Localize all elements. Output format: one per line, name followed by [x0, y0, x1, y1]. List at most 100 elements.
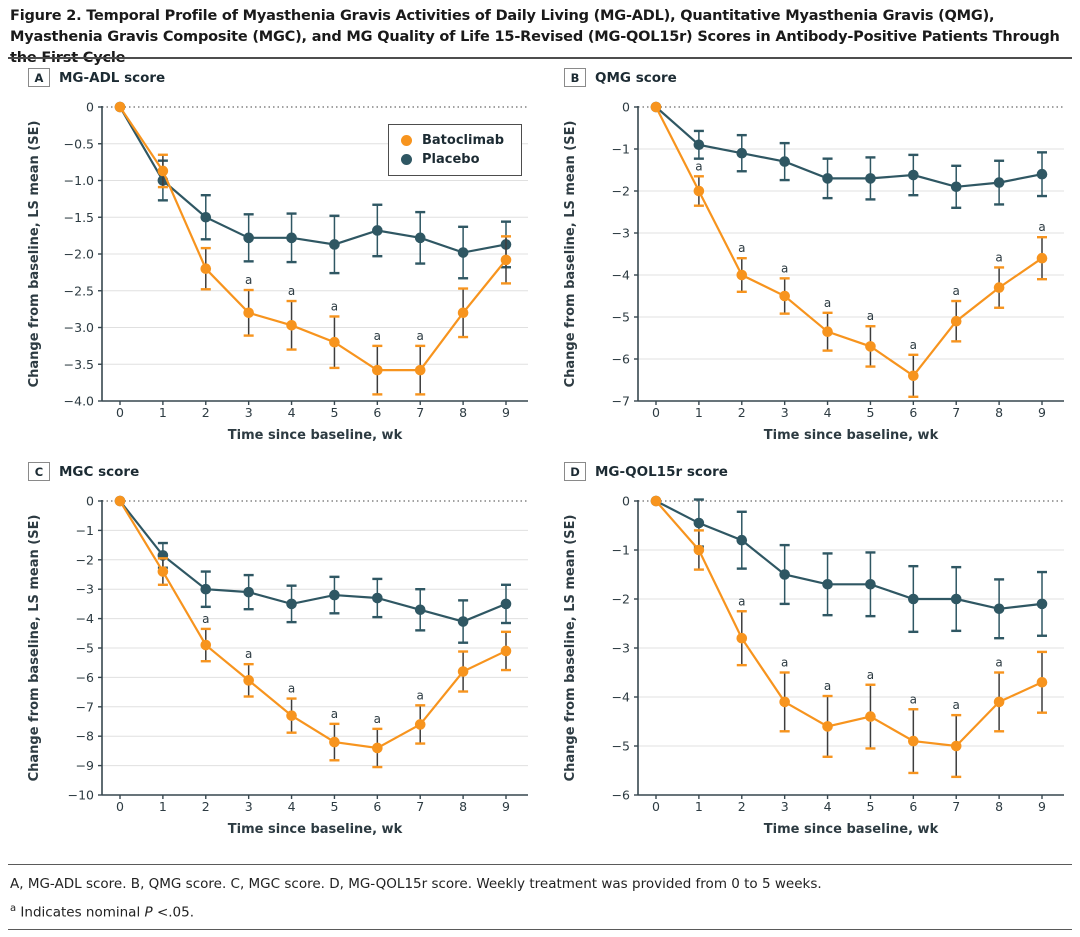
svg-text:4: 4 [824, 799, 832, 814]
svg-text:3: 3 [245, 799, 253, 814]
svg-text:a: a [695, 159, 702, 173]
svg-text:2: 2 [202, 405, 210, 420]
svg-text:−2: −2 [76, 552, 94, 567]
svg-text:−8: −8 [76, 729, 94, 744]
svg-text:a: a [331, 707, 338, 721]
svg-text:a: a [995, 250, 1002, 264]
svg-text:6: 6 [909, 799, 917, 814]
panel-c-header: C MGC score [28, 462, 139, 481]
svg-text:0: 0 [622, 494, 630, 509]
placebo-dot-icon [401, 154, 412, 165]
svg-text:3: 3 [245, 405, 253, 420]
svg-text:−2.5: −2.5 [64, 283, 94, 298]
svg-text:0: 0 [652, 799, 660, 814]
legend-label-batoclimab: Batoclimab [422, 133, 505, 148]
panel-c: C MGC score 0 −1 −2 −3 −4 −5 −6 −7 −8 −9 −10 0 1 2 3 4 5… [14, 458, 536, 850]
svg-text:a: a [288, 682, 295, 696]
svg-text:Change from baseline, LS mean: Change from baseline, LS mean (SE) [27, 515, 42, 782]
svg-text:a: a [867, 668, 874, 682]
svg-text:−6: −6 [612, 352, 630, 367]
svg-text:a: a [824, 296, 831, 310]
svg-text:−2: −2 [612, 592, 630, 607]
svg-text:8: 8 [459, 799, 467, 814]
svg-text:0: 0 [116, 405, 124, 420]
svg-text:2: 2 [738, 799, 746, 814]
svg-text:Change from baseline, LS mean: Change from baseline, LS mean (SE) [563, 515, 578, 782]
svg-text:7: 7 [952, 799, 960, 814]
svg-text:8: 8 [995, 405, 1003, 420]
svg-text:a: a [331, 299, 338, 313]
svg-text:a: a [1038, 220, 1045, 234]
svg-text:a: a [824, 679, 831, 693]
svg-text:−4.0: −4.0 [64, 394, 94, 409]
svg-text:a: a [288, 284, 295, 298]
svg-text:Change from baseline, LS mean: Change from baseline, LS mean (SE) [563, 121, 578, 388]
svg-text:−3.5: −3.5 [64, 357, 94, 372]
svg-text:−4: −4 [612, 268, 630, 283]
svg-text:6: 6 [373, 799, 381, 814]
batoclimab-dot-icon [401, 135, 412, 146]
svg-text:−6: −6 [76, 670, 94, 685]
svg-text:4: 4 [824, 405, 832, 420]
svg-text:6: 6 [373, 405, 381, 420]
svg-text:−3.0: −3.0 [64, 320, 94, 335]
svg-text:4: 4 [288, 405, 296, 420]
svg-text:5: 5 [866, 405, 874, 420]
footer-rule-bottom [8, 929, 1072, 930]
svg-text:5: 5 [866, 799, 874, 814]
panel-b-title: QMG score [595, 69, 677, 86]
svg-text:−4: −4 [76, 611, 94, 626]
panel-a-title: MG-ADL score [59, 69, 166, 86]
chart-D: 0 −1 −2 −3 −4 −5 −6 0 1 2 3 4 5 6 7 8 9 Time since baseli… [563, 494, 1064, 837]
svg-text:−9: −9 [76, 758, 94, 773]
svg-text:5: 5 [330, 799, 338, 814]
svg-text:a: a [374, 329, 381, 343]
svg-text:8: 8 [459, 405, 467, 420]
footnote-sup-a: a [10, 903, 17, 914]
svg-text:7: 7 [416, 405, 424, 420]
svg-text:0: 0 [622, 100, 630, 115]
svg-text:3: 3 [781, 799, 789, 814]
svg-text:3: 3 [781, 405, 789, 420]
svg-text:a: a [245, 647, 252, 661]
svg-text:1: 1 [695, 799, 703, 814]
svg-text:0: 0 [86, 100, 94, 115]
svg-text:6: 6 [909, 405, 917, 420]
svg-text:1: 1 [695, 405, 703, 420]
svg-text:a: a [910, 692, 917, 706]
svg-text:−5: −5 [76, 641, 94, 656]
svg-text:8: 8 [995, 799, 1003, 814]
panel-a: A MG-ADL score 0 −0.5 −1.0 −1.5 −2.0 −2.5 −3.0… [14, 64, 536, 456]
chart-B: 0 −1 −2 −3 −4 −5 −6 −7 0 1 2 3 4 5 6 7 8 9 Time since base… [563, 100, 1064, 443]
svg-text:9: 9 [502, 405, 510, 420]
svg-text:a: a [867, 309, 874, 323]
svg-text:Change from baseline, LS mean: Change from baseline, LS mean (SE) [27, 121, 42, 388]
svg-text:−5: −5 [612, 310, 630, 325]
svg-text:7: 7 [416, 799, 424, 814]
panel-a-letter: A [28, 68, 50, 87]
svg-text:a: a [738, 241, 745, 255]
svg-text:7: 7 [952, 405, 960, 420]
svg-text:a: a [417, 688, 424, 702]
svg-text:−5: −5 [612, 739, 630, 754]
figure-title: Figure 2. Temporal Profile of Myasthenia… [10, 8, 1060, 66]
p-value-symbol: P [144, 904, 153, 921]
footnote-significance: a Indicates nominal P <.05. [10, 903, 195, 921]
svg-text:−6: −6 [612, 788, 630, 803]
panel-b-letter: B [564, 68, 586, 87]
svg-text:−1: −1 [76, 523, 94, 538]
svg-text:2: 2 [202, 799, 210, 814]
panel-d: D MG-QOL15r score 0 −1 −2 −3 −4 −5 −6 0 1 2 3 4 5 6 7 8… [550, 458, 1072, 850]
svg-text:a: a [953, 698, 960, 712]
svg-text:Time since baseline, wk: Time since baseline, wk [764, 822, 939, 837]
svg-text:0: 0 [86, 494, 94, 509]
svg-text:−3: −3 [612, 226, 630, 241]
panel-d-header: D MG-QOL15r score [564, 462, 728, 481]
svg-text:−1: −1 [612, 543, 630, 558]
svg-text:−1: −1 [612, 142, 630, 157]
legend-label-placebo: Placebo [422, 152, 480, 167]
footer-rule-top [8, 864, 1072, 865]
legend-item-batoclimab: Batoclimab [401, 131, 521, 150]
chart-A: 0 −0.5 −1.0 −1.5 −2.0 −2.5 −3.0 −3.5 −4.0 0 1 2 3 4 5 6… [27, 100, 528, 443]
